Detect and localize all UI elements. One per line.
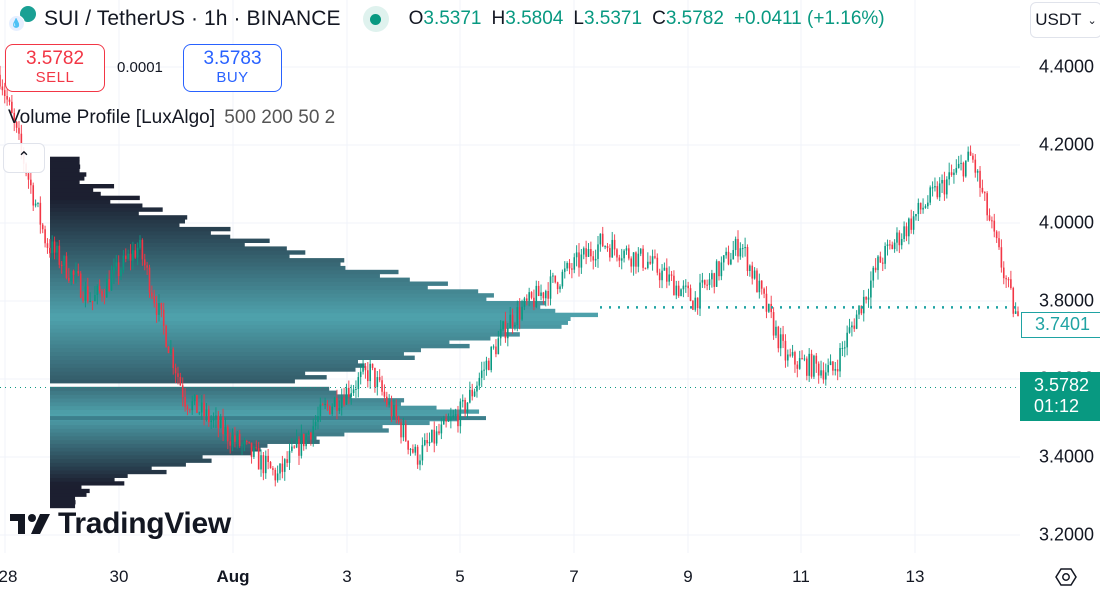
high-key: H: [491, 8, 506, 29]
indicator-params: 500 200 50 2: [224, 107, 336, 128]
buy-price: 3.5783: [203, 48, 262, 69]
low-key: L: [573, 8, 584, 29]
close-value: 3.5782: [665, 8, 724, 29]
price-axis-label: 4.4000: [1038, 56, 1094, 77]
last-price: 3.5782: [1034, 375, 1090, 395]
time-axis-label: 5: [455, 567, 465, 586]
buy-button[interactable]: 3.5783 BUY: [183, 44, 282, 92]
price-axis-label: 3.4000: [1038, 446, 1094, 467]
sell-label: SELL: [35, 69, 75, 86]
time-axis-label: 28: [0, 567, 18, 586]
currency-selector[interactable]: USDT ⌄: [1030, 2, 1100, 38]
sui-coin-icon: 💧: [8, 6, 38, 32]
low-value: 3.5371: [583, 8, 643, 29]
time-axis-label: Aug: [216, 567, 250, 586]
time-axis-label: 30: [109, 567, 129, 586]
open-value: 3.5371: [423, 8, 482, 29]
chevron-up-icon: ⌃: [17, 150, 31, 167]
price-change: +0.0411 (+1.16%): [733, 8, 885, 29]
time-axis-label: 11: [792, 567, 810, 586]
price-axis-label: 4.2000: [1038, 134, 1094, 155]
indicator-name: Volume Profile [LuxAlgo]: [8, 107, 216, 128]
symbol-legend: 💧 SUI / TetherUS · 1h · BINANCE O3.5371 …: [8, 4, 885, 34]
ohlc-values: O3.5371 H3.5804 L3.5371 C3.5782 +0.0411 …: [409, 8, 885, 30]
sell-button[interactable]: 3.5782 SELL: [5, 44, 105, 92]
gear-hexagon-icon[interactable]: [1055, 566, 1077, 588]
currency-label: USDT: [1035, 10, 1082, 29]
sell-price: 3.5782: [25, 48, 85, 69]
symbol-title[interactable]: SUI / TetherUS · 1h · BINANCE: [44, 7, 341, 30]
time-axis-label: 7: [569, 567, 579, 586]
tradingview-logo-icon: [10, 514, 50, 534]
price-axis-label: 3.8000: [1038, 290, 1094, 311]
price-axis-label: 3.2000: [1038, 524, 1094, 545]
bar-countdown: 01:12: [1034, 396, 1080, 416]
time-axis-label: 3: [342, 567, 352, 586]
market-status-icon[interactable]: [362, 6, 389, 32]
time-axis-label: 9: [683, 567, 693, 586]
price-axis-label: 4.0000: [1038, 212, 1094, 233]
high-value: 3.5804: [505, 8, 564, 29]
collapse-legend-button[interactable]: ⌃: [3, 143, 45, 173]
close-key: C: [652, 8, 666, 29]
spread-value: 0.0001: [117, 59, 163, 76]
indicator-legend[interactable]: Volume Profile [LuxAlgo] 500 200 50 2: [8, 107, 335, 129]
logo-text: TradingView: [58, 507, 231, 540]
tradingview-logo[interactable]: TradingView: [10, 507, 231, 541]
open-key: O: [408, 8, 424, 29]
buy-label: BUY: [216, 69, 249, 86]
poc-price-tag: 3.7401: [1021, 312, 1100, 338]
chevron-down-icon: ⌄: [1087, 14, 1097, 27]
time-axis-label: 13: [905, 567, 925, 586]
last-price-tag: 3.5782 01:12: [1020, 372, 1100, 421]
